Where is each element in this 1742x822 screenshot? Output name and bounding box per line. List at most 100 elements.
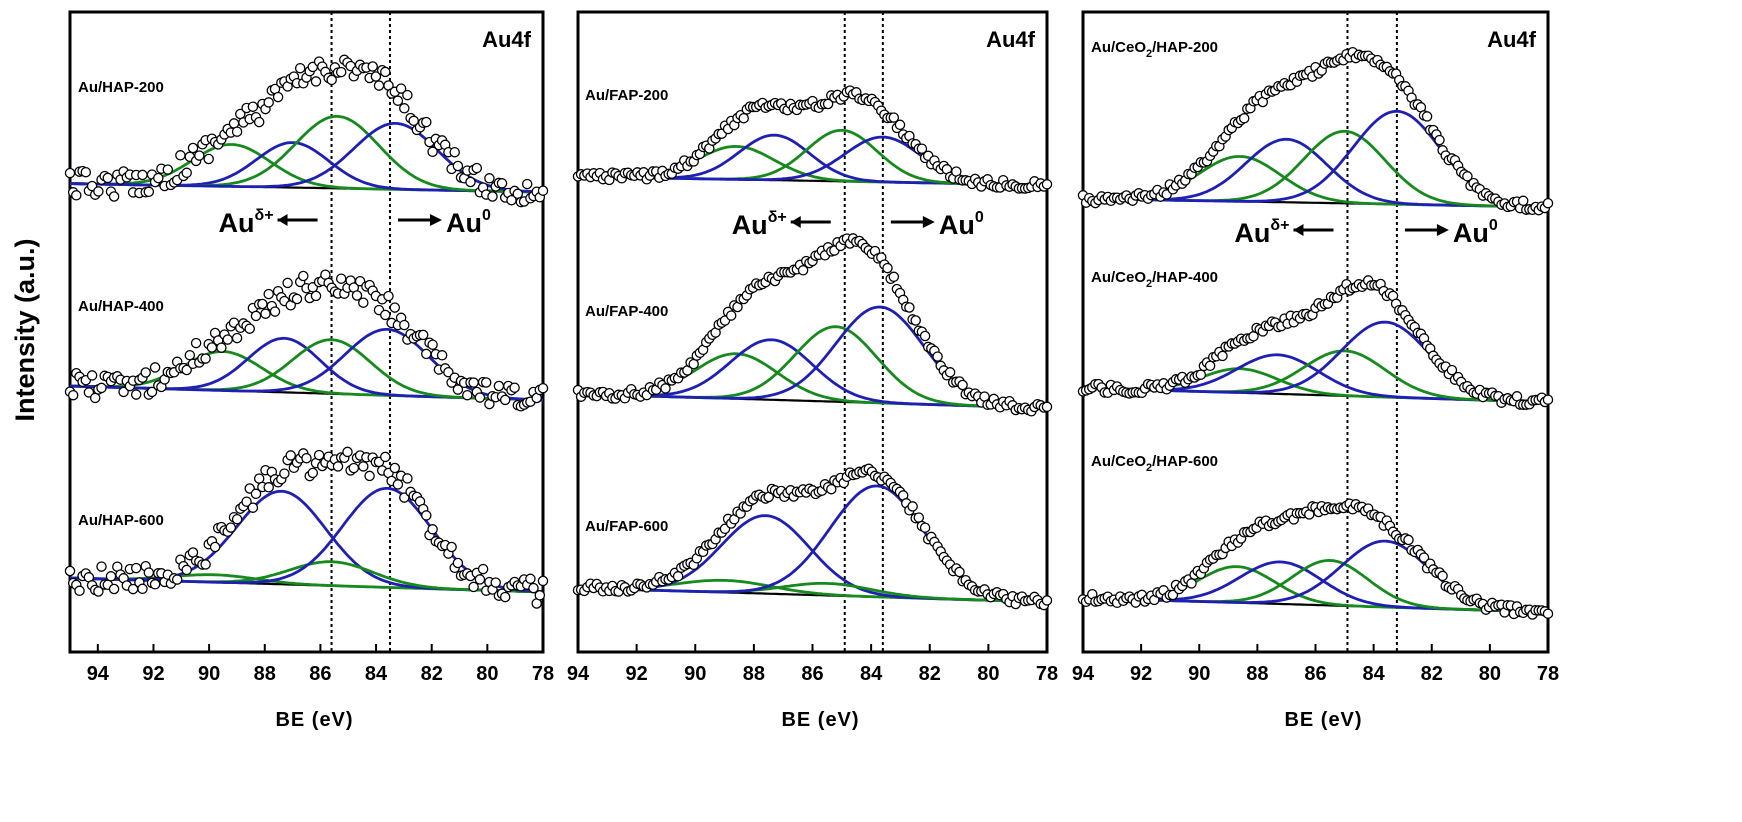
data-point (130, 562, 142, 574)
data-point (370, 71, 382, 82)
data-point (247, 502, 259, 513)
sample-label: Au/HAP-400 (78, 298, 164, 315)
data-point (487, 191, 498, 202)
data-point (380, 451, 391, 463)
data-point (462, 389, 473, 401)
data-point (468, 581, 479, 593)
x-tick-label: 78 (1036, 663, 1058, 685)
data-point (64, 167, 76, 179)
sample-label: Au/HAP-200 (78, 79, 164, 96)
data-point (307, 467, 319, 479)
x-tick-label: 78 (532, 663, 554, 685)
x-tick-label: 84 (365, 663, 388, 685)
sample-label: Au/CeO2/HAP-400 (1091, 269, 1218, 290)
sample-label-subscript: 2 (1146, 278, 1152, 290)
data-point (181, 364, 192, 376)
data-point (373, 80, 385, 91)
data-point (1437, 570, 1448, 582)
arrow-label-left: Auδ+ (1234, 217, 1289, 248)
data-point (738, 112, 749, 124)
x-tick-label: 90 (198, 663, 220, 685)
arrow-right-head (922, 216, 935, 228)
data-point (1217, 350, 1228, 362)
data-point (313, 449, 325, 461)
data-point (402, 473, 413, 484)
data-point (521, 178, 533, 190)
spectrum-2: Au/CeO2/HAP-400 (1077, 269, 1554, 410)
data-point (389, 462, 401, 474)
data-point (672, 571, 684, 582)
panel-frame (1081, 10, 1550, 654)
data-point (465, 176, 476, 188)
data-point (477, 563, 489, 575)
data-point (96, 561, 107, 572)
data-point (181, 564, 192, 576)
data-point (537, 185, 549, 196)
x-tick-label: 82 (1421, 663, 1443, 685)
data-point (358, 461, 369, 472)
data-point (310, 76, 322, 87)
spectrum-2: Au/FAP-400 (572, 233, 1053, 417)
data-point (888, 271, 900, 283)
data-point (171, 574, 183, 585)
data-point (153, 172, 164, 184)
data-point (332, 461, 344, 472)
data-point (175, 150, 186, 161)
data-point (395, 83, 407, 94)
x-tick-label: 78 (1537, 663, 1559, 685)
spectrum-1: Au/HAP-200 (64, 54, 549, 208)
arrow-label-left-base: Au (732, 210, 768, 240)
x-tick-label: 92 (626, 663, 648, 685)
data-point (452, 160, 464, 172)
arrow-label-left-base: Au (1234, 218, 1270, 248)
x-tick-label: 92 (1130, 663, 1152, 685)
x-tick-label: 88 (743, 663, 765, 685)
data-point (380, 309, 391, 321)
data-point (130, 389, 142, 400)
data-point (143, 186, 155, 198)
sample-label: Au/FAP-600 (585, 518, 668, 535)
data-point (537, 575, 549, 587)
spectrum-1: Au/CeO2/HAP-200 (1077, 39, 1554, 216)
x-tick-label: 86 (309, 663, 331, 685)
arrow-label-right-base: Au (1453, 218, 1489, 248)
x-tick-label: 84 (1363, 663, 1386, 685)
data-point (1542, 608, 1554, 619)
data-point (67, 389, 79, 401)
y-axis-label: Intensity (a.u.) (10, 238, 40, 421)
x-axis-label: BE (eV) (781, 709, 859, 731)
data-point (102, 172, 114, 184)
data-point (904, 302, 915, 313)
arrow-label-left-sup: δ+ (1270, 217, 1289, 234)
data-point (89, 392, 101, 404)
sample-label-prefix: Au/CeO (1091, 269, 1146, 286)
data-point (216, 342, 227, 353)
arrow-label-right-sup: 0 (975, 209, 984, 226)
data-point (358, 297, 369, 308)
data-point (421, 510, 432, 521)
data-point (241, 496, 252, 507)
data-point (80, 166, 92, 178)
data-point (225, 522, 237, 533)
data-point (298, 270, 309, 282)
data-point (471, 162, 483, 174)
data-point (446, 541, 457, 553)
x-tick-label: 82 (919, 663, 941, 685)
sample-label-subscript: 2 (1146, 462, 1152, 474)
data-point (725, 310, 737, 321)
data-point (427, 146, 438, 158)
data-point (484, 173, 495, 184)
data-point (146, 386, 158, 398)
arrow-label-left: Auδ+ (218, 207, 273, 238)
panel-title: Au4f (986, 27, 1036, 52)
data-point (1418, 552, 1430, 563)
x-tick-label: 88 (254, 663, 276, 685)
data-point (496, 178, 508, 189)
data-point (688, 358, 699, 370)
data-point (231, 332, 243, 344)
data-point (1434, 134, 1445, 146)
panel-3: Au/CeO2/HAP-200Au/CeO2/HAP-400Au/CeO2/HA… (1072, 10, 1559, 731)
data-point (253, 116, 265, 128)
data-point (203, 153, 214, 165)
arrow-label-right-base: Au (446, 208, 482, 238)
